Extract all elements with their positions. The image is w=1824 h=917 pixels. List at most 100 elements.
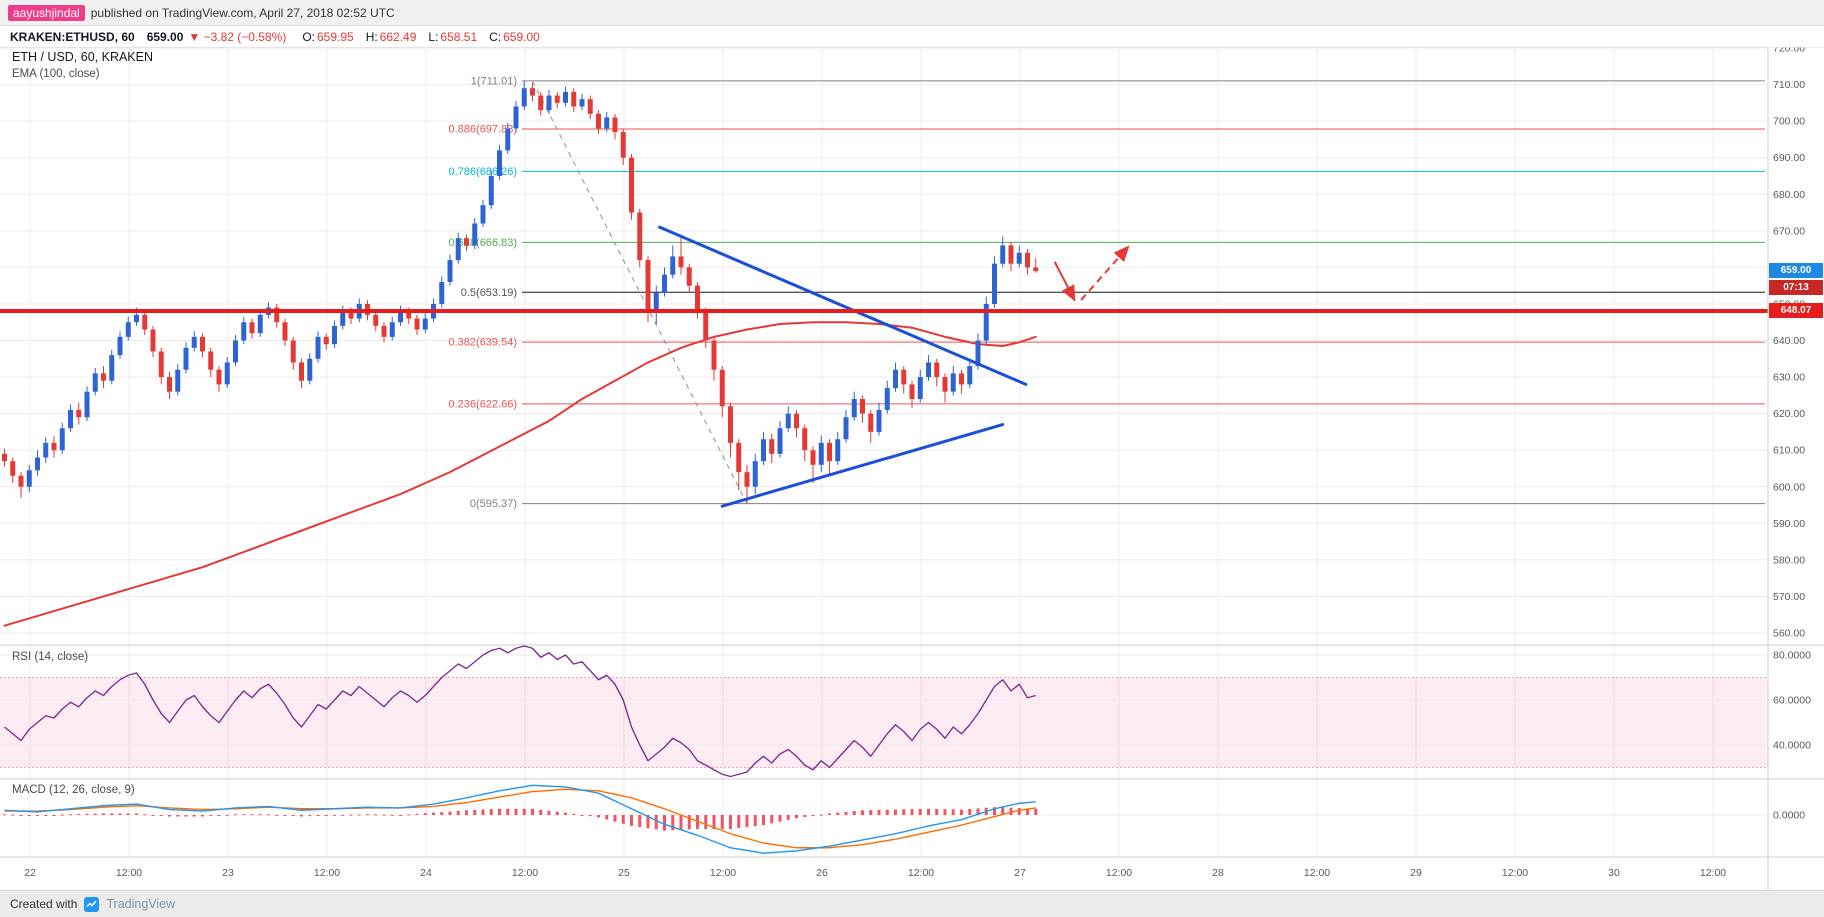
time-tick-label: 12:00: [1304, 867, 1330, 879]
macd-hist-bar: [489, 809, 493, 815]
price-tick-label: 590.00: [1773, 518, 1805, 530]
macd-hist-bar: [737, 815, 741, 829]
candle-body: [224, 362, 230, 385]
time-tick-label: 22: [24, 867, 36, 879]
candle-body: [629, 157, 634, 213]
price-tick-label: 700.00: [1773, 116, 1805, 128]
macd-hist-bar: [3, 814, 6, 816]
macd-legend[interactable]: MACD (12, 26, close, 9): [12, 784, 135, 796]
ema-legend[interactable]: EMA (100, close): [12, 68, 100, 80]
candle-body: [851, 399, 857, 418]
macd-hist-bar: [250, 814, 254, 816]
candle-body: [323, 336, 329, 345]
time-tick-label: 29: [1410, 867, 1422, 879]
candle-body: [950, 373, 956, 392]
trendline[interactable]: [658, 225, 1028, 386]
macd-hist-bar: [258, 814, 262, 816]
candle-body: [785, 413, 791, 429]
price-tick-label: 600.00: [1773, 481, 1805, 493]
macd-hist-bar: [390, 814, 394, 816]
macd-hist-bar: [621, 815, 625, 824]
signal-line: [4, 788, 1036, 849]
trendline[interactable]: [720, 423, 1005, 508]
macd-hist-bar: [357, 814, 361, 816]
macd-hist-bar: [291, 815, 295, 816]
macd-hist-bar: [118, 813, 122, 815]
bar-countdown-tag: 07:13: [1769, 280, 1823, 295]
macd-hist-bar: [828, 813, 831, 815]
macd-hist-bar: [176, 815, 180, 817]
macd-hist-bar: [366, 814, 369, 816]
rsi-legend[interactable]: RSI (14, close): [12, 651, 89, 663]
candle-body: [150, 329, 156, 352]
macd-hist-bar: [968, 808, 972, 815]
candle-body: [464, 238, 469, 246]
macd-hist-bar: [432, 812, 435, 815]
macd-hist-bar: [44, 815, 48, 816]
annotation-arrow: [1053, 261, 1076, 302]
last-price-tag[interactable]: 659.00: [1769, 263, 1823, 278]
price-tick-label: 630.00: [1773, 372, 1805, 384]
macd-hist-bar: [918, 808, 922, 815]
candle-body: [18, 475, 24, 487]
candle-body: [752, 461, 758, 487]
macd-hist-bar: [85, 813, 89, 815]
macd-hist-bar: [646, 815, 650, 829]
candle-body: [744, 472, 750, 487]
macd-hist-bar: [778, 815, 782, 822]
rsi-tick-label: 60.0000: [1773, 695, 1811, 707]
price-tick-label: 560.00: [1773, 628, 1805, 640]
candle-body: [802, 428, 808, 451]
candle-body: [125, 322, 131, 337]
time-tick-label: 25: [618, 867, 630, 879]
time-tick-label: 12:00: [1106, 867, 1132, 879]
macd-hist-bar: [399, 815, 402, 816]
macd-hist-bar: [110, 813, 114, 815]
macd-hist-bar: [308, 815, 312, 817]
price-tick-label: 620.00: [1773, 408, 1805, 420]
tradingview-logo-icon[interactable]: [84, 896, 100, 912]
fib-label: 0.236(622.66): [449, 398, 518, 410]
macd-hist-bar: [465, 810, 468, 815]
macd-hist-bar: [300, 815, 303, 817]
candle-body: [843, 417, 849, 440]
macd-hist-bar: [11, 814, 15, 816]
candle-body: [348, 311, 354, 319]
candle-body: [761, 439, 766, 462]
candle-body: [992, 263, 997, 304]
macd-hist-bar: [613, 815, 617, 822]
candle-body: [84, 391, 90, 418]
candle-body: [686, 267, 692, 286]
candle-body: [191, 336, 197, 348]
author-badge[interactable]: aayushjindal: [8, 4, 85, 21]
macd-hist-bar: [93, 813, 97, 815]
symbol-name[interactable]: KRAKEN:ETHUSD, 60: [10, 29, 135, 44]
macd-hist-bar: [671, 815, 675, 831]
candle-body: [670, 256, 676, 275]
macd-hist-bar: [885, 809, 889, 815]
macd-hist-bar: [819, 814, 823, 816]
macd-hist-bar: [877, 809, 881, 815]
macd-hist-bar: [225, 814, 229, 816]
candle-body: [43, 442, 49, 458]
macd-hist-bar: [514, 808, 518, 815]
candle-body: [637, 212, 643, 261]
published-text: published on TradingView.com, April 27, …: [90, 5, 395, 20]
hline-price-tag[interactable]: 648.07: [1769, 303, 1823, 318]
candle-body: [513, 106, 519, 129]
candle-body: [926, 362, 931, 378]
candle-body: [26, 470, 32, 487]
macd-hist-bar: [762, 815, 765, 826]
candle-body: [488, 175, 494, 206]
macd-hist-bar: [27, 815, 31, 816]
candle-body: [257, 314, 263, 334]
macd-hist-bar: [184, 815, 188, 817]
macd-hist-bar: [844, 811, 848, 815]
macd-hist-bar: [902, 809, 906, 815]
candle-body: [414, 318, 420, 330]
tradingview-brand[interactable]: TradingView: [106, 897, 176, 911]
macd-hist-bar: [927, 808, 930, 815]
macd-hist-bar: [993, 807, 996, 815]
chart-legend[interactable]: ETH / USD, 60, KRAKEN: [12, 50, 154, 64]
